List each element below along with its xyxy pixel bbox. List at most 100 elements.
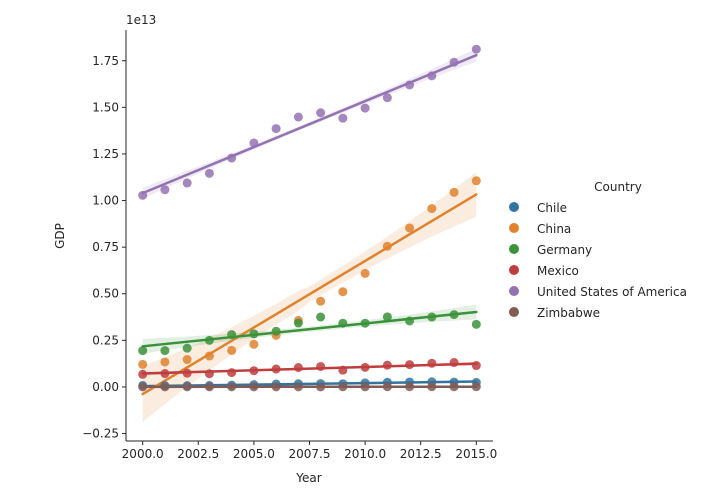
data-point-mexico xyxy=(472,361,481,370)
legend-marker-united-states-of-america xyxy=(509,286,519,296)
y-tick-label: 1.50 xyxy=(92,100,119,114)
data-point-china xyxy=(183,355,192,364)
y-tick-label: 0.00 xyxy=(92,380,119,394)
data-point-germany xyxy=(272,327,281,336)
legend-label-united-states-of-america: United States of America xyxy=(537,285,687,299)
data-point-china xyxy=(427,204,436,213)
x-tick-label: 2015.0 xyxy=(455,447,497,461)
data-point-china xyxy=(227,346,236,355)
x-axis-label: Year xyxy=(295,471,321,485)
data-point-china xyxy=(160,357,169,366)
data-point-china xyxy=(205,352,214,361)
data-point-mexico xyxy=(405,360,414,369)
legend-marker-germany xyxy=(509,244,519,254)
data-point-united-states-of-america xyxy=(249,138,258,147)
x-tick-label: 2007.5 xyxy=(289,447,331,461)
data-point-mexico xyxy=(427,359,436,368)
data-point-germany xyxy=(227,330,236,339)
data-point-zimbabwe xyxy=(294,382,303,391)
data-point-united-states-of-america xyxy=(183,179,192,188)
x-tick-label: 2010.0 xyxy=(344,447,386,461)
x-tick-label: 2005.0 xyxy=(233,447,275,461)
data-point-zimbabwe xyxy=(338,382,347,391)
y-ticks: −0.250.000.250.500.751.001.251.501.75 xyxy=(82,54,126,441)
data-point-germany xyxy=(338,319,347,328)
legend-label-zimbabwe: Zimbabwe xyxy=(537,306,600,320)
data-point-germany xyxy=(427,313,436,322)
data-point-mexico xyxy=(338,366,347,375)
data-point-zimbabwe xyxy=(272,382,281,391)
data-point-mexico xyxy=(227,368,236,377)
data-point-germany xyxy=(205,336,214,345)
data-point-united-states-of-america xyxy=(427,71,436,80)
y-tick-label: 1.00 xyxy=(92,194,119,208)
data-point-united-states-of-america xyxy=(361,104,370,113)
y-axis-label: GDP xyxy=(53,223,67,249)
regression-line-united-states-of-america xyxy=(143,55,477,193)
data-point-united-states-of-america xyxy=(383,93,392,102)
data-point-zimbabwe xyxy=(227,382,236,391)
data-point-zimbabwe xyxy=(138,382,147,391)
data-point-china xyxy=(405,223,414,232)
data-point-mexico xyxy=(450,358,459,367)
x-tick-label: 2012.5 xyxy=(400,447,442,461)
data-point-germany xyxy=(472,320,481,329)
data-point-zimbabwe xyxy=(361,382,370,391)
data-point-germany xyxy=(316,313,325,322)
data-point-germany xyxy=(383,312,392,321)
y-tick-label: 0.25 xyxy=(92,333,119,347)
data-point-germany xyxy=(450,310,459,319)
data-point-united-states-of-america xyxy=(316,108,325,117)
regression-line-germany xyxy=(143,312,477,346)
data-point-zimbabwe xyxy=(249,382,258,391)
data-point-china xyxy=(138,360,147,369)
data-point-united-states-of-america xyxy=(205,169,214,178)
data-point-zimbabwe xyxy=(383,382,392,391)
y-tick-label: 1.75 xyxy=(92,54,119,68)
y-tick-label: 0.50 xyxy=(92,287,119,301)
data-point-mexico xyxy=(205,369,214,378)
legend-label-germany: Germany xyxy=(537,243,592,257)
y-tick-label: 0.75 xyxy=(92,240,119,254)
data-point-zimbabwe xyxy=(205,382,214,391)
data-point-zimbabwe xyxy=(160,382,169,391)
y-tick-label: 1.25 xyxy=(92,147,119,161)
data-point-united-states-of-america xyxy=(450,58,459,67)
data-point-mexico xyxy=(138,370,147,379)
data-point-zimbabwe xyxy=(427,382,436,391)
data-point-united-states-of-america xyxy=(272,124,281,133)
data-point-china xyxy=(472,176,481,185)
data-point-china xyxy=(383,242,392,251)
data-point-united-states-of-america xyxy=(472,45,481,54)
data-point-zimbabwe xyxy=(405,382,414,391)
data-point-china xyxy=(316,297,325,306)
data-point-united-states-of-america xyxy=(294,113,303,122)
data-point-germany xyxy=(160,346,169,355)
data-point-united-states-of-america xyxy=(405,80,414,89)
data-point-mexico xyxy=(316,362,325,371)
data-point-china xyxy=(249,340,258,349)
x-ticks: 2000.0 2002.5 2005.0 2007.5 2010.0 2012.5 2015… xyxy=(122,441,498,461)
data-point-mexico xyxy=(294,363,303,372)
data-point-united-states-of-america xyxy=(227,154,236,163)
legend-marker-zimbabwe xyxy=(509,307,519,317)
x-tick-label: 2002.5 xyxy=(177,447,219,461)
legend-marker-chile xyxy=(509,202,519,212)
data-point-mexico xyxy=(183,369,192,378)
legend-label-mexico: Mexico xyxy=(537,264,579,278)
data-point-germany xyxy=(138,346,147,355)
data-point-china xyxy=(361,269,370,278)
data-point-zimbabwe xyxy=(472,382,481,391)
data-point-mexico xyxy=(361,363,370,372)
data-point-united-states-of-america xyxy=(138,191,147,200)
data-point-germany xyxy=(183,344,192,353)
data-point-china xyxy=(450,188,459,197)
legend-title: Country xyxy=(594,180,642,194)
data-point-mexico xyxy=(249,366,258,375)
data-point-united-states-of-america xyxy=(160,185,169,194)
data-point-mexico xyxy=(272,365,281,374)
data-point-mexico xyxy=(383,361,392,370)
legend: Country Chile China Germany Mexico United St… xyxy=(509,180,687,320)
data-point-germany xyxy=(249,329,258,338)
